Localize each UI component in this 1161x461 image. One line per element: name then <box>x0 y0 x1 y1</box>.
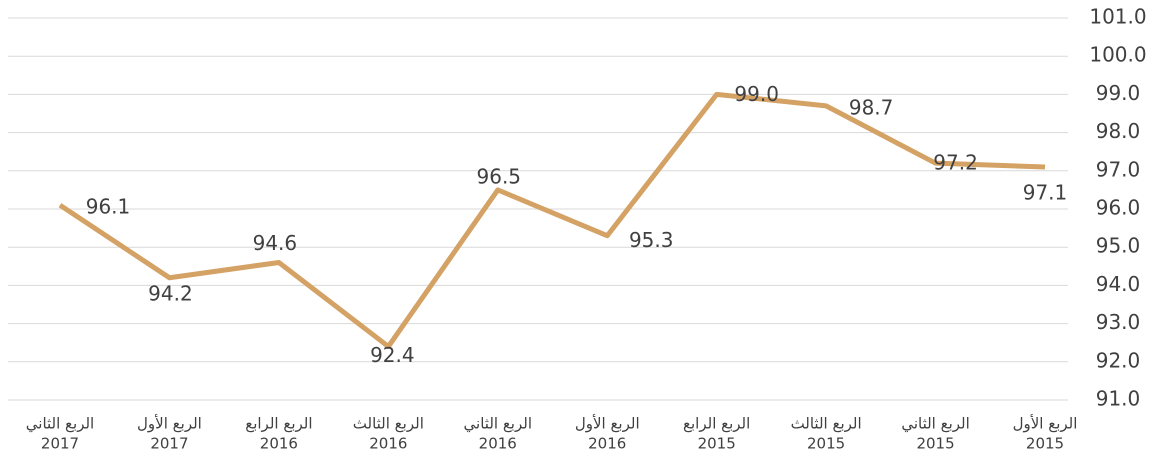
x-tick-label: 2015 <box>916 435 954 453</box>
data-label: 92.4 <box>370 343 415 367</box>
y-tick-label: 96.0 <box>1096 196 1141 220</box>
y-tick-label: 97.0 <box>1096 157 1141 181</box>
x-tick-label: 2015 <box>1026 435 1064 453</box>
x-tick-label: الربع الثاني <box>464 415 532 434</box>
data-label: 94.2 <box>148 281 193 305</box>
x-tick-label: 2016 <box>260 435 298 453</box>
y-tick-label: 91.0 <box>1096 387 1141 411</box>
data-label: 94.6 <box>253 231 298 255</box>
data-label: 99.0 <box>734 82 779 106</box>
x-tick-label: 2015 <box>807 435 845 453</box>
y-tick-label: 94.0 <box>1096 272 1141 296</box>
y-tick-label: 92.0 <box>1096 348 1141 372</box>
y-tick-label: 93.0 <box>1096 310 1141 334</box>
y-tick-label: 100.0 <box>1089 43 1146 67</box>
x-tick-label: 2017 <box>41 435 79 453</box>
y-tick-label: 101.0 <box>1089 5 1146 29</box>
x-tick-label: الربع الأول <box>137 414 202 433</box>
y-tick-label: 99.0 <box>1096 81 1141 105</box>
x-tick-label: الربع الثالث <box>353 415 424 433</box>
data-label: 96.1 <box>86 195 131 219</box>
x-tick-label: الربع الرابع <box>683 415 750 433</box>
x-tick-label: 2016 <box>369 435 407 453</box>
x-tick-label: 2015 <box>698 435 736 453</box>
x-tick-label: الربع الرابع <box>245 415 312 433</box>
data-label: 97.2 <box>933 151 978 175</box>
x-tick-label: الربع الأول <box>1013 414 1078 433</box>
x-tick-label: 2017 <box>150 435 188 453</box>
data-label: 97.1 <box>1023 180 1068 204</box>
data-label: 95.3 <box>629 228 674 252</box>
x-tick-label: الربع الثالث <box>791 415 862 433</box>
data-label: 98.7 <box>849 95 894 119</box>
x-tick-label: الربع الثاني <box>901 415 969 434</box>
x-tick-label: الربع الثاني <box>26 415 94 434</box>
x-tick-label: 2016 <box>479 435 517 453</box>
x-tick-label: الربع الأول <box>575 414 640 433</box>
series-line <box>58 91 1046 350</box>
y-tick-label: 95.0 <box>1096 234 1141 258</box>
y-tick-label: 98.0 <box>1096 119 1141 143</box>
x-tick-label: 2016 <box>588 435 626 453</box>
data-label: 96.5 <box>477 164 522 188</box>
